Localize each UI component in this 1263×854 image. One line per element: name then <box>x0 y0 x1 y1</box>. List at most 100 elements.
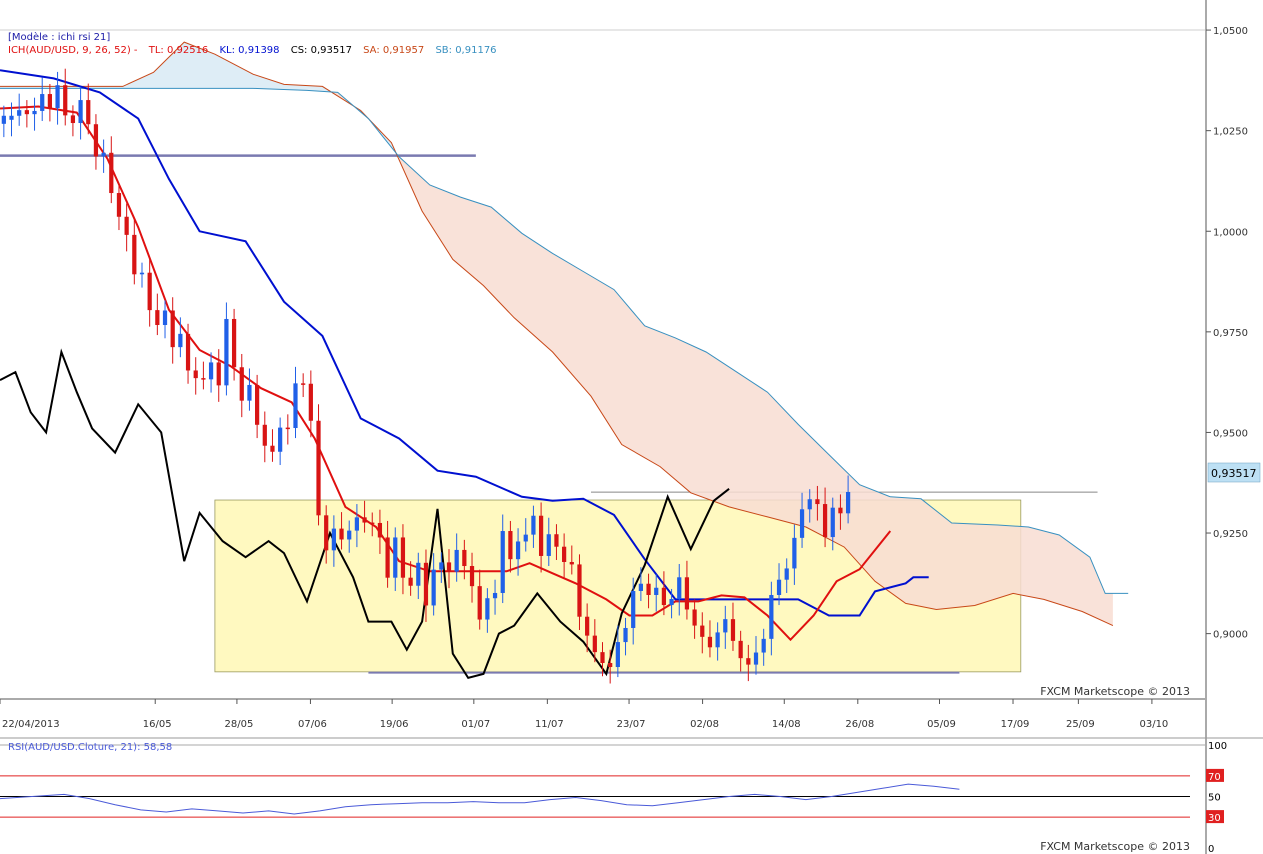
rsi-tick-label: 100 <box>1208 741 1227 752</box>
bull-candle <box>769 594 774 639</box>
bull-candle <box>845 491 851 514</box>
indicator-lines <box>0 41 1129 680</box>
bull-candle <box>208 362 214 380</box>
x-tick-label: 05/09 <box>927 719 956 730</box>
bull-candle <box>500 531 505 593</box>
bull-candle <box>623 627 628 643</box>
bull-candle <box>792 537 797 569</box>
bear-candle <box>577 564 582 617</box>
bear-candle <box>116 193 122 217</box>
bear-candle <box>324 515 329 551</box>
bear-candle <box>400 537 406 578</box>
bear-candle <box>339 528 344 540</box>
bull-candle <box>17 110 22 116</box>
bull-candle <box>439 562 444 570</box>
bear-candle <box>308 383 313 421</box>
y-tick-label: 0,9750 <box>1213 328 1248 339</box>
bear-candle <box>109 152 114 194</box>
tenkan-value: TL: 0,92516 <box>148 45 209 56</box>
bear-candle <box>124 216 129 235</box>
bear-candle <box>822 504 828 538</box>
bear-candle <box>661 587 667 606</box>
bull-candle <box>715 632 720 648</box>
bull-candle <box>40 94 45 111</box>
bear-candle <box>47 94 52 109</box>
bull-candle <box>9 115 14 120</box>
bull-candle <box>278 427 283 452</box>
bear-candle <box>147 272 152 311</box>
bear-candle <box>477 586 482 620</box>
bear-candle <box>707 636 713 648</box>
senkou-a-line <box>0 41 1114 627</box>
bull-candle <box>101 152 106 157</box>
x-tick-label: 26/08 <box>845 719 874 730</box>
rsi-level-badge <box>1206 810 1224 824</box>
candlesticks <box>1 68 851 684</box>
bear-candle <box>270 445 275 452</box>
bull-candle <box>354 517 360 531</box>
template-label: [Modèle : ichi rsi 21] <box>8 32 111 43</box>
rsi-header: RSI(AUD/USD.Cloture, 21): 58,58 <box>8 742 172 753</box>
bull-candle <box>178 333 183 348</box>
senkou-a-value: SA: 0,91957 <box>363 45 425 56</box>
bear-candle <box>86 100 91 125</box>
senkou-b-line <box>0 87 1129 594</box>
x-tick-label: 25/09 <box>1066 719 1095 730</box>
bull-candle <box>638 583 643 591</box>
bull-candle <box>393 537 398 578</box>
x-tick-label: 11/07 <box>535 719 564 730</box>
bull-candle <box>546 534 551 556</box>
chikou-value: CS: 0,93517 <box>290 45 352 56</box>
x-tick-label: 28/05 <box>225 719 254 730</box>
ichimoku-legend: ICH(AUD/USD, 9, 26, 52) - TL: 0,92516 KL… <box>8 45 497 56</box>
bear-candle <box>201 378 206 380</box>
bull-candle <box>761 638 766 653</box>
kumo-bear-segment <box>399 156 1113 626</box>
bear-candle <box>538 515 544 556</box>
bear-candle <box>285 427 290 430</box>
bear-candle <box>262 424 267 446</box>
watermark: FXCM Marketscope © 2013 <box>1040 685 1190 698</box>
bear-candle <box>170 310 175 348</box>
bear-candle <box>469 566 475 587</box>
bear-candle <box>684 577 690 610</box>
x-tick-label: 03/10 <box>1139 719 1168 730</box>
bull-candle <box>331 528 336 551</box>
rsi-tick-label: 70 <box>1208 772 1221 783</box>
bull-candle <box>515 541 521 560</box>
bear-candle <box>255 384 260 425</box>
bull-candle <box>55 85 60 109</box>
bear-candle <box>746 658 751 665</box>
bear-candle <box>155 310 160 326</box>
y-tick-label: 1,0500 <box>1213 26 1248 37</box>
bear-candle <box>193 370 198 379</box>
bear-candle <box>446 562 452 572</box>
bear-candle <box>70 115 76 124</box>
bull-candle <box>431 569 436 606</box>
bear-candle <box>216 362 221 386</box>
bear-candle <box>63 85 68 116</box>
bull-candle <box>776 579 782 595</box>
bear-candle <box>377 522 383 538</box>
last-price-label: 0,93517 <box>1211 467 1257 480</box>
y-tick-label: 0,9500 <box>1213 428 1248 439</box>
bear-candle <box>646 583 651 595</box>
bull-candle <box>615 642 620 668</box>
rsi-panel[interactable]: 100 70 50 30 0 <box>0 741 1227 854</box>
bull-candle <box>247 384 252 401</box>
bear-candle <box>592 635 597 653</box>
bull-candle <box>224 318 229 386</box>
bull-candle <box>669 599 674 606</box>
bull-candle <box>1 115 6 124</box>
senkou-b-value: SB: 0,91176 <box>435 45 497 56</box>
bear-candle <box>370 522 375 525</box>
bear-candle <box>93 124 99 157</box>
bull-candle <box>723 619 728 633</box>
bear-candle <box>700 625 705 637</box>
bear-candle <box>730 619 736 641</box>
bear-candle <box>838 507 843 514</box>
bear-candle <box>231 318 237 368</box>
bear-candle <box>239 367 244 401</box>
